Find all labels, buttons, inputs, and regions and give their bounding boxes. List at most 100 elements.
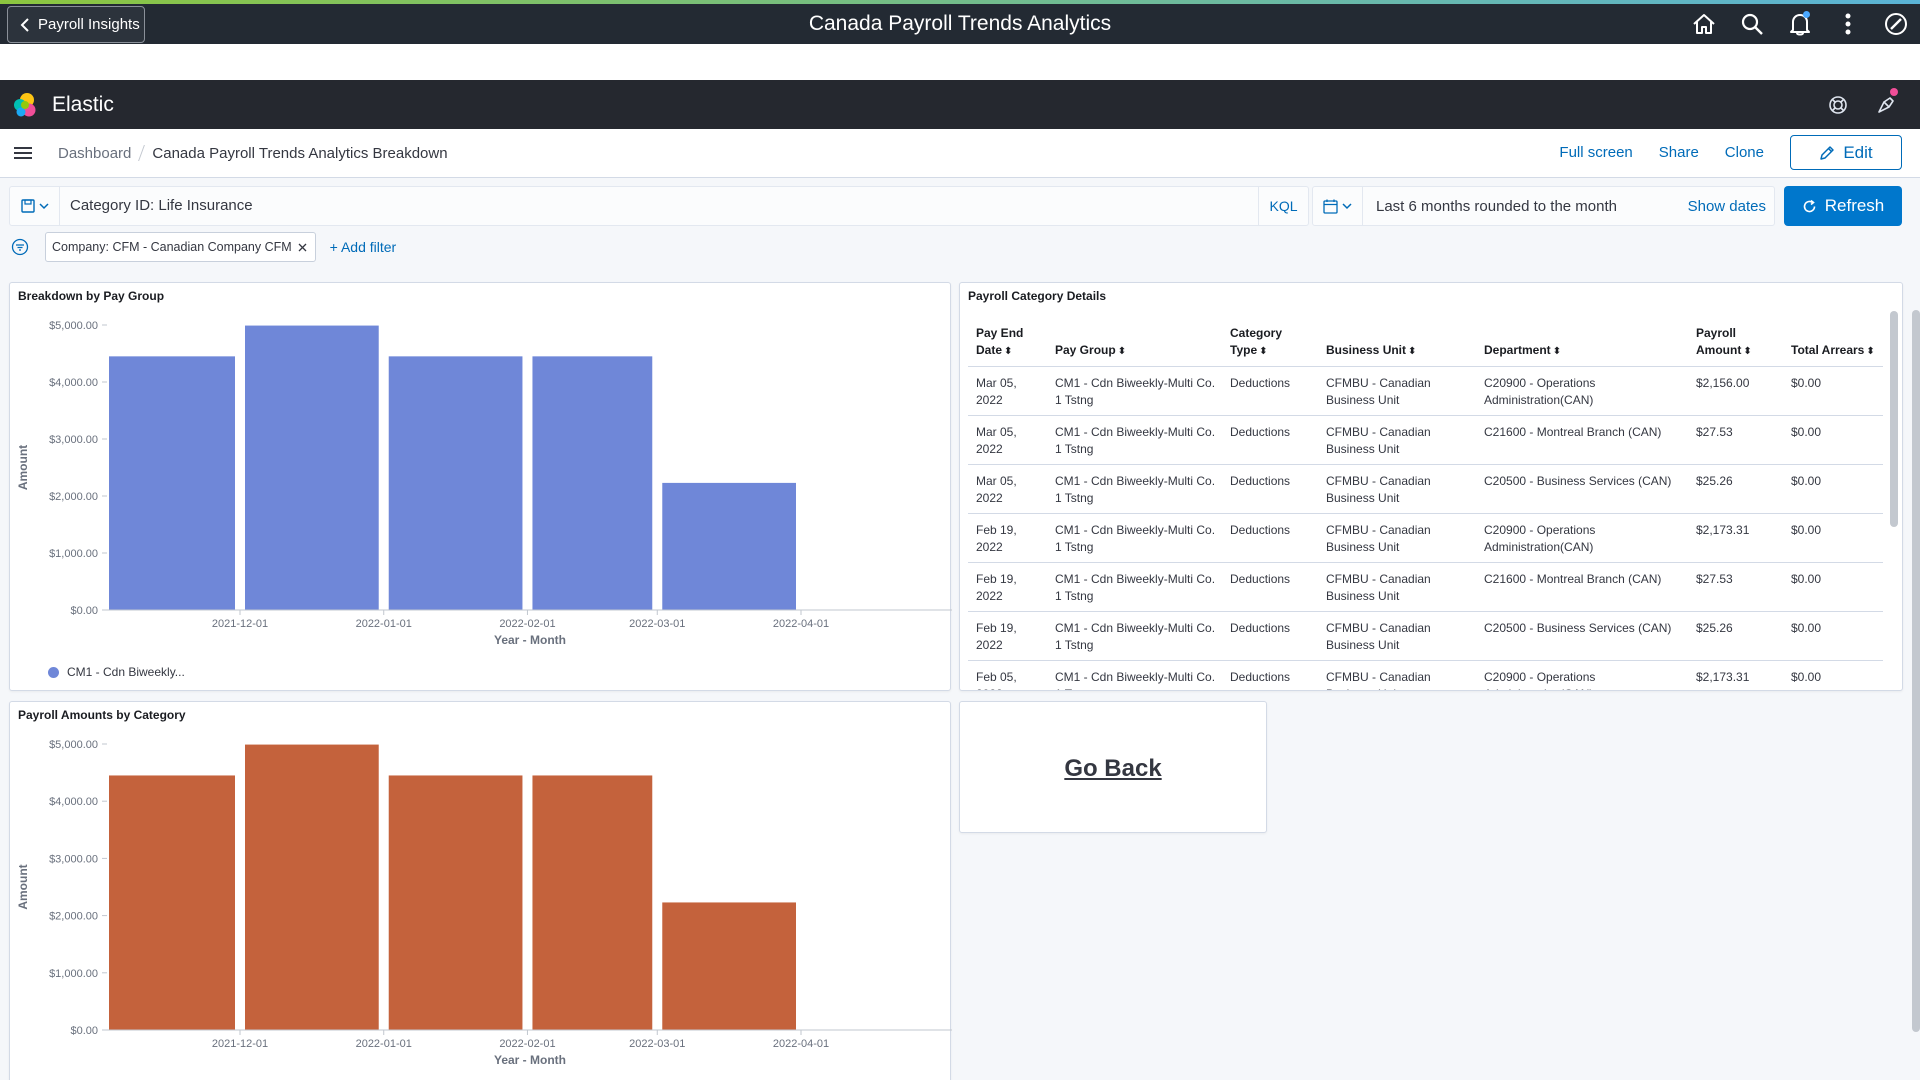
saved-query-menu[interactable]: [10, 187, 60, 225]
breadcrumb-dashboard[interactable]: Dashboard: [58, 144, 132, 162]
share-link[interactable]: Share: [1658, 144, 1699, 161]
sort-icon[interactable]: ⬍: [1117, 346, 1127, 357]
sort-icon[interactable]: ⬍: [1408, 346, 1417, 357]
filter-row: Company: CFM - Canadian Company CFM + Ad…: [9, 232, 396, 262]
refresh-button-label: Refresh: [1824, 196, 1885, 215]
bar: [662, 902, 796, 1030]
page-scrollbar[interactable]: [1912, 310, 1920, 1032]
table-cell: CM1 - Cdn Biweekly-Multi Co. 1 Tstng: [1047, 513, 1222, 563]
filter-pill-label: Company: CFM - Canadian Company CFM: [52, 240, 292, 254]
help-icon[interactable]: [1814, 80, 1862, 129]
full-screen-link[interactable]: Full screen: [1559, 144, 1633, 161]
go-back-link[interactable]: Go Back: [1064, 755, 1162, 782]
elastic-header: Elastic: [0, 80, 1920, 129]
chevron-left-icon: [20, 17, 29, 32]
chevron-down-icon: [38, 203, 49, 210]
back-button-label: Payroll Insights: [38, 16, 140, 33]
notification-bell-icon[interactable]: [1776, 4, 1824, 44]
elastic-logo[interactable]: [12, 92, 38, 118]
x-tick-label: 2021-12-01: [212, 1038, 268, 1050]
show-dates-link[interactable]: Show dates: [1687, 197, 1766, 215]
table-cell: CM1 - Cdn Biweekly-Multi Co. 1 Tstng: [1047, 660, 1222, 690]
bar-chart-pay-group: $0.00 $1,000.00 $2,000.00 $3,000.00 $4,000.0…: [16, 320, 952, 647]
refresh-button[interactable]: Refresh: [1784, 186, 1902, 226]
date-picker: Last 6 months rounded to the month Show …: [1312, 186, 1775, 226]
bar-chart-category: $0.00 $1,000.00 $2,000.00 $3,000.00 $4,000.0…: [16, 739, 952, 1067]
column-header[interactable]: Total Arrears ⬍: [1783, 317, 1883, 367]
add-filter-link[interactable]: + Add filter: [329, 239, 397, 255]
query-input[interactable]: [60, 187, 1258, 225]
table-row: Feb 19, 2022 CM1 - Cdn Biweekly-Multi Co.…: [968, 562, 1883, 612]
column-header[interactable]: Department ⬍: [1476, 317, 1688, 367]
table-cell: Mar 05, 2022: [968, 415, 1047, 465]
chart-legend: CM1 - Cdn Biweekly...: [48, 665, 185, 679]
sort-icon[interactable]: ⬍: [1259, 346, 1268, 357]
table-cell: C21600 - Montreal Branch (CAN): [1476, 415, 1688, 465]
header-accent-bar: [0, 0, 1920, 4]
close-icon[interactable]: [298, 243, 307, 252]
table-scrollbar[interactable]: [1890, 311, 1898, 527]
table-cell: Feb 19, 2022: [968, 513, 1047, 563]
date-range-label[interactable]: Last 6 months rounded to the month: [1376, 197, 1617, 215]
y-tick-label: $2,000.00: [49, 911, 98, 923]
column-header-label: Business Unit: [1326, 343, 1407, 357]
y-tick-label: $2,000.00: [49, 491, 98, 503]
table-cell: CFMBU - Canadian Business Unit: [1318, 464, 1476, 514]
column-header[interactable]: Pay Group ⬍: [1047, 317, 1222, 367]
table-cell: C20900 - Operations Administration(CAN): [1476, 513, 1688, 563]
kql-toggle[interactable]: KQL: [1258, 187, 1308, 225]
column-header[interactable]: Business Unit ⬍: [1318, 317, 1476, 367]
filter-pill-company[interactable]: Company: CFM - Canadian Company CFM: [45, 232, 316, 262]
y-axis-label: Amount: [16, 864, 30, 909]
menu-hamburger-icon[interactable]: [14, 147, 32, 159]
x-tick-label: 2022-02-01: [499, 618, 555, 630]
table-cell: Deductions: [1222, 611, 1318, 661]
more-options-icon[interactable]: [1824, 4, 1872, 44]
y-tick-label: $4,000.00: [49, 796, 98, 808]
table-cell: $25.26: [1688, 611, 1783, 661]
query-bar: KQL: [9, 186, 1309, 226]
panel-title: Payroll Category Details: [968, 289, 1107, 303]
y-tick-label: $3,000.00: [49, 853, 98, 865]
edit-button[interactable]: Edit: [1790, 135, 1902, 170]
sort-icon[interactable]: ⬍: [1743, 346, 1752, 357]
newsfeed-dot: [1890, 88, 1898, 96]
newsfeed-icon[interactable]: [1862, 80, 1910, 129]
clone-link[interactable]: Clone: [1724, 144, 1764, 161]
x-tick-label: 2022-03-01: [629, 1038, 685, 1050]
back-button[interactable]: Payroll Insights: [7, 6, 145, 43]
column-header-label: Pay End Date: [976, 326, 1024, 357]
column-header-label: Payroll Amount: [1696, 326, 1742, 357]
bar: [109, 356, 235, 610]
home-icon[interactable]: [1680, 4, 1728, 44]
data-table: Pay End Date ⬍ Pay Group ⬍ Category Type ⬍ Bus…: [968, 317, 1888, 690]
x-tick-label: 2022-03-01: [629, 618, 685, 630]
sort-icon[interactable]: ⬍: [1866, 346, 1875, 357]
y-tick-label: $5,000.00: [49, 739, 98, 751]
bar: [662, 482, 796, 610]
sort-icon[interactable]: ⬍: [1552, 346, 1562, 357]
search-icon[interactable]: [1728, 4, 1776, 44]
y-tick-label: $1,000.00: [49, 548, 98, 560]
table-cell: $0.00: [1783, 562, 1883, 612]
column-header[interactable]: Category Type ⬍: [1222, 317, 1318, 367]
quick-date-menu[interactable]: [1313, 187, 1363, 225]
legend-item[interactable]: CM1 - Cdn Biweekly...: [67, 665, 185, 679]
sort-icon[interactable]: ⬍: [1004, 346, 1013, 357]
table-cell: CM1 - Cdn Biweekly-Multi Co. 1 Tstng: [1047, 415, 1222, 465]
legend-color-dot: [48, 666, 59, 678]
bar: [532, 356, 653, 610]
table-cell: $2,173.31: [1688, 513, 1783, 563]
table-cell: Mar 05, 2022: [968, 464, 1047, 514]
table-row: Mar 05, 2022 CM1 - Cdn Biweekly-Multi Co.…: [968, 464, 1883, 514]
navigator-compass-icon[interactable]: [1872, 4, 1920, 44]
table-cell: CM1 - Cdn Biweekly-Multi Co. 1 Tstng: [1047, 611, 1222, 661]
filter-menu-icon[interactable]: [9, 236, 31, 258]
table-cell: $27.53: [1688, 415, 1783, 465]
column-header[interactable]: Payroll Amount ⬍: [1688, 317, 1783, 367]
table-cell: $2,173.31: [1688, 660, 1783, 690]
table-cell: Deductions: [1222, 464, 1318, 514]
table-cell: $0.00: [1783, 366, 1883, 416]
table-cell: CFMBU - Canadian Business Unit: [1318, 415, 1476, 465]
column-header[interactable]: Pay End Date ⬍: [968, 317, 1047, 367]
